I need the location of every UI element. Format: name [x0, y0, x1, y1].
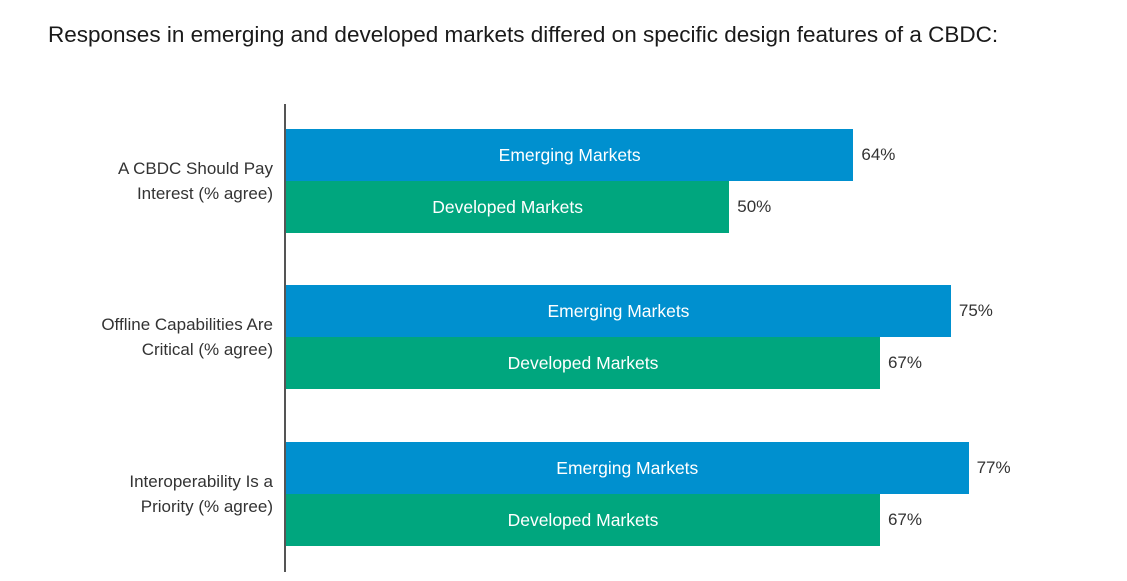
data-label: 67%: [887, 353, 922, 372]
data-label: 67%: [887, 510, 922, 529]
series-label: Developed Markets: [432, 197, 584, 217]
series-label: Developed Markets: [507, 353, 659, 373]
bar-emerging: Emerging Markets: [286, 285, 951, 337]
category-label-line: A CBDC Should Pay: [118, 159, 273, 178]
category-label-line: Interest (% agree): [136, 184, 273, 203]
bar-developed: Developed Markets: [286, 494, 880, 546]
category-label-line: Interoperability Is a: [129, 472, 273, 491]
y-axis-line: [284, 104, 286, 572]
data-label: 77%: [976, 458, 1011, 477]
category-label-line: Critical (% agree): [141, 340, 273, 359]
bar-emerging: Emerging Markets: [286, 442, 969, 494]
series-label: Developed Markets: [507, 510, 659, 530]
category-label-line: Offline Capabilities Are: [101, 315, 273, 334]
data-label: 64%: [861, 145, 896, 164]
series-label: Emerging Markets: [556, 458, 699, 478]
series-label: Emerging Markets: [547, 301, 690, 321]
category-label: A CBDC Should Pay Interest (% agree): [43, 156, 273, 206]
category-label: Offline Capabilities Are Critical (% agre…: [43, 312, 273, 362]
chart-title: Responses in emerging and developed mark…: [48, 22, 999, 47]
data-label: 75%: [958, 301, 993, 320]
series-label: Emerging Markets: [498, 145, 641, 165]
bar-developed: Developed Markets: [286, 181, 730, 233]
bar-emerging: Emerging Markets: [286, 129, 854, 181]
data-label: 50%: [737, 197, 772, 216]
bar-developed: Developed Markets: [286, 337, 880, 389]
category-label-line: Priority (% agree): [140, 497, 273, 516]
category-label: Interoperability Is a Priority (% agree): [43, 469, 273, 519]
